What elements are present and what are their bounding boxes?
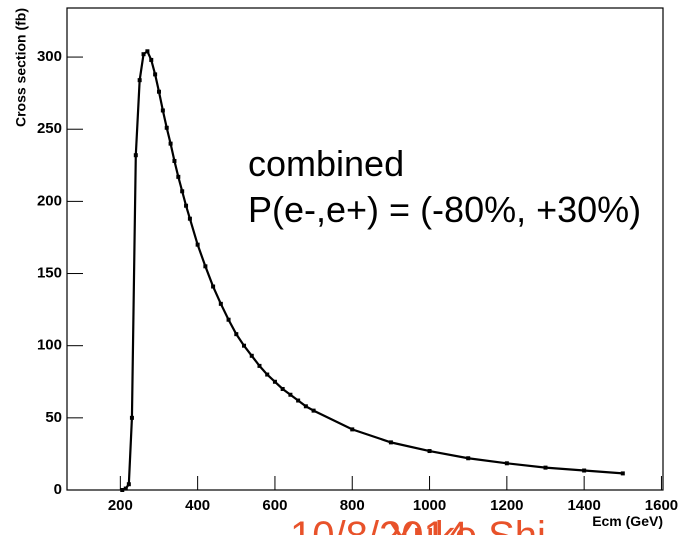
- data-point: [272, 379, 277, 384]
- data-point: [296, 398, 301, 403]
- data-point: [226, 317, 231, 322]
- data-point: [582, 468, 587, 473]
- plot-frame: [66, 7, 664, 491]
- y-axis-title: Cross section (fb): [13, 8, 29, 127]
- data-point: [288, 392, 293, 397]
- data-point: [234, 332, 239, 337]
- data-point: [120, 488, 125, 492]
- y-tick-label: 250: [37, 120, 62, 137]
- y-tick-label: 300: [37, 48, 62, 65]
- data-point: [133, 153, 138, 158]
- data-point: [168, 141, 173, 146]
- data-point: [303, 404, 308, 409]
- data-point: [265, 372, 270, 377]
- data-point: [211, 284, 216, 289]
- data-point: [504, 461, 509, 466]
- data-point: [145, 49, 150, 54]
- x-tick-label: 1600: [645, 497, 678, 514]
- x-axis-title: Ecm (GeV): [592, 513, 663, 529]
- data-point: [543, 465, 548, 470]
- x-tick-label: 1400: [567, 497, 600, 514]
- data-point: [218, 301, 223, 306]
- data-point: [350, 427, 355, 432]
- footer-date: 10/8/2014: [290, 514, 468, 535]
- data-point: [180, 189, 185, 194]
- data-point: [141, 52, 146, 57]
- y-tick-label: 50: [45, 409, 62, 426]
- data-point: [388, 440, 393, 445]
- data-point: [427, 449, 432, 454]
- data-point: [164, 125, 169, 130]
- data-point: [242, 343, 247, 348]
- annotation: combined: [248, 143, 404, 184]
- data-point: [123, 486, 128, 491]
- data-point: [203, 264, 208, 269]
- data-point: [280, 386, 285, 391]
- data-point: [176, 174, 181, 179]
- data-point: [172, 158, 177, 163]
- series-line: [121, 49, 623, 492]
- data-point: [257, 363, 262, 368]
- data-point: [184, 203, 189, 208]
- data-point: [137, 78, 142, 83]
- y-tick-label: 0: [54, 481, 62, 498]
- data-point: [149, 57, 154, 62]
- data-point: [126, 482, 131, 487]
- data-point: [466, 456, 471, 461]
- x-tick-label: 200: [108, 497, 133, 514]
- data-point: [187, 216, 192, 221]
- data-point: [153, 72, 158, 77]
- y-tick-label: 150: [37, 265, 62, 282]
- annotation: P(e-,e+) = (-80%, +30%): [248, 189, 641, 230]
- x-tick-label: 1000: [413, 497, 446, 514]
- data-point: [129, 415, 134, 420]
- x-tick-label: 800: [340, 497, 365, 514]
- data-point: [156, 89, 161, 94]
- footer-author: Yuko Shi: [388, 514, 546, 535]
- data-point: [620, 471, 625, 476]
- y-tick-label: 100: [37, 337, 62, 354]
- data-point: [160, 108, 165, 113]
- y-tick-label: 200: [37, 192, 62, 209]
- x-tick-label: 600: [262, 497, 287, 514]
- data-point: [195, 242, 200, 247]
- data-point: [249, 353, 254, 358]
- x-tick-label: 1200: [490, 497, 523, 514]
- x-tick-label: 400: [185, 497, 210, 514]
- data-point: [311, 408, 316, 413]
